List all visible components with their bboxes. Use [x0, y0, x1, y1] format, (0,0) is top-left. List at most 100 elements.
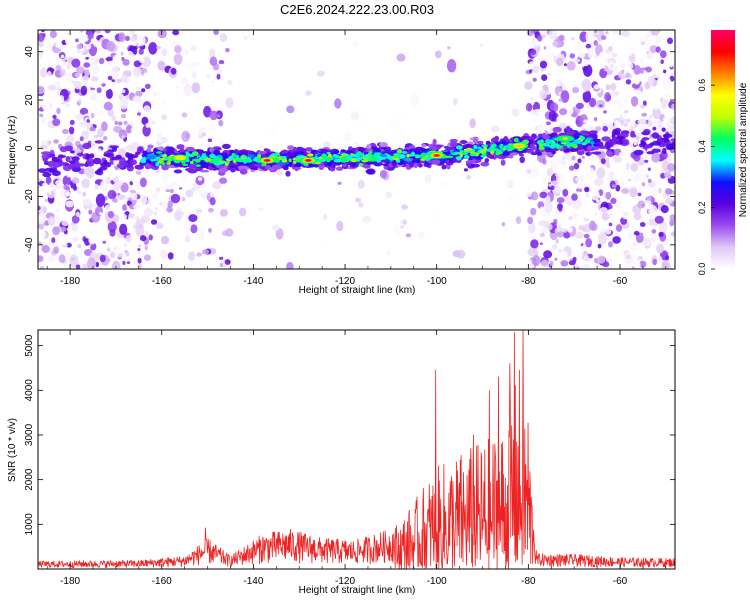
heatmap-noise-blob: [660, 35, 666, 41]
heatmap-noise-blob: [81, 263, 87, 269]
heatmap-band-bright: [225, 161, 230, 164]
heatmap-noise-blob: [548, 110, 557, 122]
heatmap-noise-blob: [636, 242, 646, 251]
heatmap-noise-blob: [633, 241, 638, 246]
heatmap-band-blob: [651, 148, 661, 153]
heatmap-noise-blob: [583, 217, 589, 222]
heatmap-noise-blob: [593, 84, 600, 90]
heatmap-band-blob: [103, 153, 114, 157]
heatmap-band-core: [239, 168, 248, 175]
heatmap-noise-blob: [597, 255, 606, 264]
heatmap-noise-blob: [609, 213, 613, 216]
heatmap-band-core: [229, 164, 236, 168]
heatmap-noise-blob: [424, 174, 432, 184]
heatmap-noise-blob: [219, 209, 228, 217]
heatmap-band-blob: [85, 153, 90, 160]
heatmap-band-blob: [48, 161, 54, 168]
heatmap-noise-blob: [469, 118, 477, 129]
heatmap-noise-blob: [554, 257, 558, 261]
heatmap-noise-blob: [45, 176, 52, 185]
heatmap-band-core: [199, 169, 210, 173]
heatmap-noise-blob: [628, 63, 634, 69]
heatmap-x-tick-label: -80: [521, 276, 536, 287]
heatmap-band-bright: [459, 149, 463, 153]
heatmap-noise-blob: [385, 191, 393, 199]
heatmap-noise-blob: [47, 216, 56, 227]
heatmap-band-core: [292, 166, 302, 170]
heatmap-band-core: [476, 159, 482, 163]
heatmap-band-bright: [406, 153, 410, 158]
heatmap-band-blob: [115, 154, 122, 160]
heatmap-band-blob: [658, 139, 665, 143]
heatmap-noise-blob: [531, 166, 540, 178]
heatmap-noise-blob: [664, 198, 673, 205]
heatmap-noise-blob: [604, 92, 611, 102]
heatmap-noise-blob: [148, 234, 153, 241]
heatmap-noise-blob: [401, 204, 408, 210]
heatmap-noise-blob: [599, 104, 603, 108]
heatmap-noise-blob: [81, 75, 90, 84]
heatmap-noise-blob: [131, 264, 135, 269]
heatmap-noise-blob: [316, 70, 325, 77]
heatmap-noise-blob: [152, 192, 158, 199]
heatmap-noise-blob: [435, 50, 442, 59]
heatmap-noise-blob: [578, 208, 587, 219]
heatmap-noise-blob: [528, 42, 534, 49]
snr-x-tick-label: -120: [335, 576, 355, 587]
heatmap-noise-blob: [631, 223, 636, 230]
heatmap-noise-blob: [625, 162, 631, 169]
heatmap-noise-blob: [596, 167, 606, 179]
heatmap-noise-blob: [185, 189, 194, 198]
heatmap-noise-blob: [156, 132, 163, 139]
heatmap-band-core: [421, 144, 427, 148]
colorbar-tick-label: 0.2: [697, 201, 707, 214]
heatmap-noise-blob: [90, 203, 98, 209]
heatmap-band-blob: [651, 132, 660, 139]
heatmap-noise-blob: [576, 187, 583, 193]
heatmap-noise-blob: [69, 119, 75, 126]
heatmap-noise-blob: [49, 68, 55, 72]
heatmap-noise-blob: [148, 42, 158, 55]
heatmap-noise-blob: [630, 30, 640, 37]
heatmap-noise-blob: [170, 67, 177, 75]
heatmap-band-core: [205, 151, 212, 156]
heatmap-noise-blob: [106, 56, 113, 62]
heatmap-band-core: [476, 140, 484, 144]
heatmap-noise-blob: [605, 229, 612, 235]
heatmap-noise-blob: [532, 77, 537, 82]
heatmap-noise-blob: [582, 90, 592, 103]
heatmap-noise-blob: [601, 212, 610, 221]
heatmap-band-core: [146, 148, 152, 153]
heatmap-noise-blob: [343, 133, 352, 143]
heatmap-noise-blob: [151, 120, 155, 125]
heatmap-noise-blob: [158, 140, 163, 143]
snr-x-tick-label: -80: [521, 576, 536, 587]
heatmap-noise-blob: [89, 242, 97, 251]
heatmap-noise-blob: [538, 220, 547, 227]
heatmap-noise-blob: [576, 180, 583, 189]
heatmap-noise-blob: [527, 216, 534, 225]
heatmap-noise-blob: [661, 160, 670, 172]
heatmap-noise-blob: [129, 30, 136, 35]
heatmap-noise-blob: [633, 79, 640, 85]
heatmap-noise-blob: [671, 103, 675, 111]
heatmap-band-bright: [277, 156, 284, 160]
heatmap-band-bright: [357, 152, 361, 158]
heatmap-noise-blob: [38, 261, 42, 267]
heatmap-noise-blob: [82, 191, 87, 197]
heatmap-band-blob: [519, 156, 525, 164]
heatmap-noise-blob: [269, 125, 277, 136]
heatmap-noise-blob: [337, 181, 342, 185]
heatmap-noise-blob: [587, 112, 594, 121]
heatmap-noise-blob: [446, 58, 457, 73]
heatmap-noise-blob: [73, 80, 82, 90]
heatmap-hot-spot: [264, 159, 271, 162]
heatmap-noise-blob: [583, 119, 589, 124]
heatmap-band-bright: [401, 150, 408, 154]
heatmap-noise-blob: [600, 158, 606, 165]
heatmap-band-blob: [662, 147, 667, 155]
heatmap-band-blob: [641, 141, 646, 146]
heatmap-noise-blob: [121, 135, 125, 139]
heatmap-noise-blob: [97, 128, 104, 138]
heatmap-noise-blob: [379, 169, 387, 179]
